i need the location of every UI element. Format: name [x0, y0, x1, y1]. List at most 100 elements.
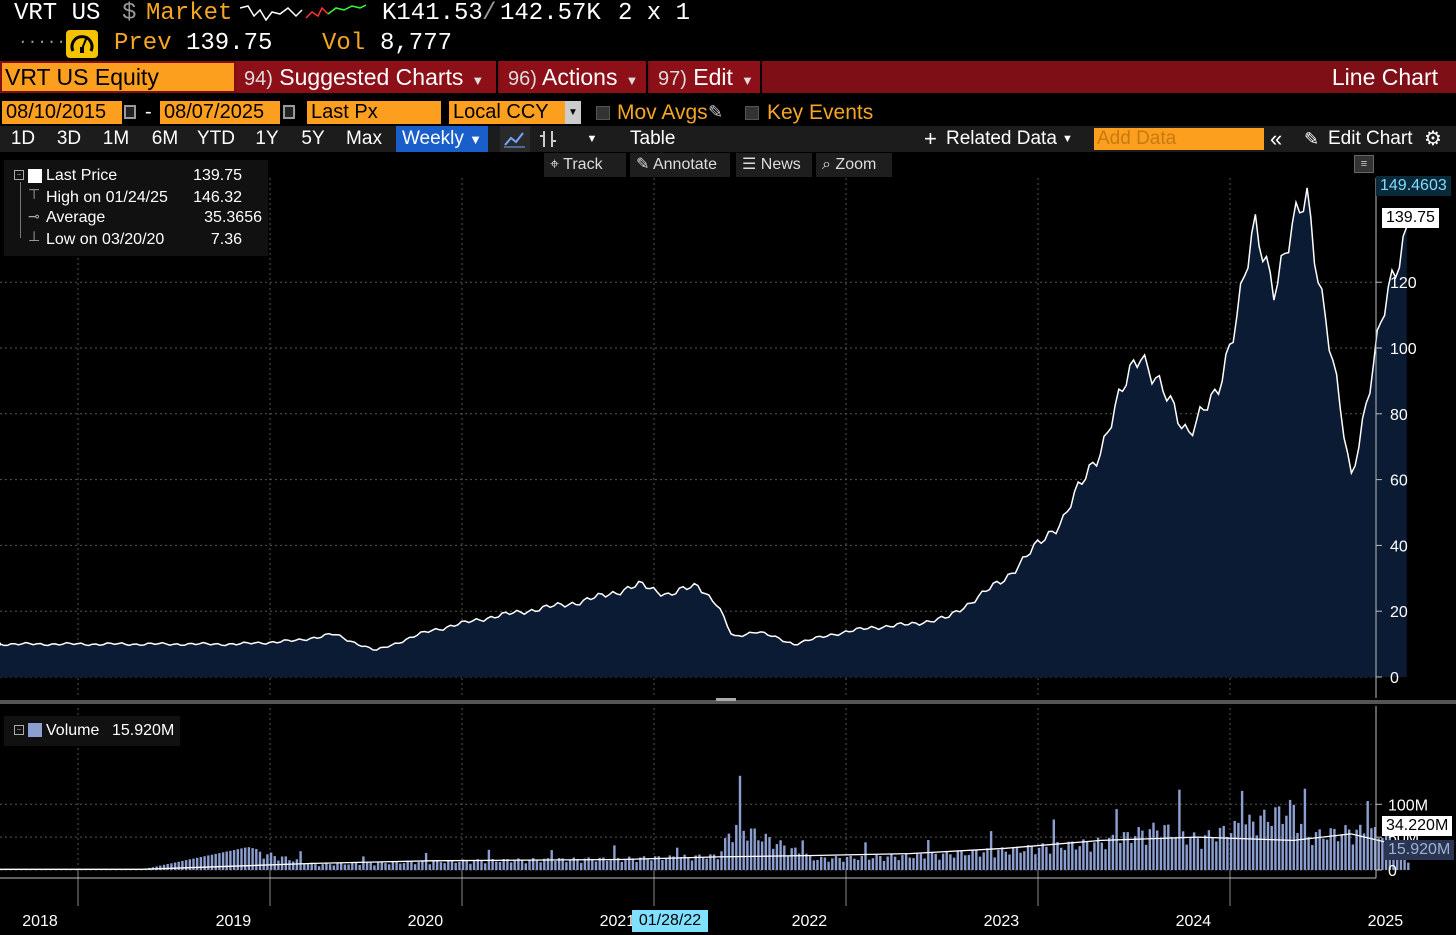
period-1d-button[interactable]: 1D — [10, 128, 36, 149]
volume-bar — [1096, 837, 1100, 870]
period-1m-button[interactable]: 1M — [102, 128, 130, 149]
volume-bar — [1178, 789, 1181, 870]
price-line — [0, 187, 1408, 651]
gear-icon[interactable]: ⚙ — [1424, 128, 1442, 150]
chevron-down-icon[interactable]: ▼ — [586, 133, 598, 145]
volume-bar — [177, 861, 180, 870]
volume-bar — [436, 860, 439, 870]
volume-label: Volume — [46, 722, 100, 739]
period-max-button[interactable]: Max — [346, 128, 382, 149]
volume-bar — [1119, 842, 1122, 870]
volume-bar — [1407, 862, 1410, 870]
last-price-badge: 139.75 — [1382, 208, 1439, 228]
legend-collapse-icon[interactable]: − — [14, 725, 24, 735]
actions-button[interactable]: 96) Actions ▼ — [500, 61, 648, 93]
calendar-icon[interactable] — [124, 105, 136, 119]
related-data-button[interactable]: Related Data — [946, 128, 1057, 149]
mov-avgs-label[interactable]: Mov Avgs — [617, 101, 708, 124]
frequency-dropdown[interactable]: Weekly ▼ — [396, 126, 488, 152]
currency-select[interactable]: Local CCY — [449, 101, 565, 124]
news-button[interactable]: ☰ News — [736, 153, 812, 177]
volume-bar — [332, 865, 335, 870]
volume-bar — [199, 857, 203, 870]
volume-bar — [292, 861, 295, 870]
volume-bar — [232, 850, 236, 870]
volume-bar — [1207, 830, 1211, 870]
end-date-field[interactable]: 08/07/2025 — [160, 101, 280, 124]
volume-bar — [1104, 849, 1107, 870]
volume-bar — [1100, 842, 1103, 870]
table-button[interactable]: Table — [630, 128, 676, 149]
volume-bar — [635, 862, 638, 870]
volume-bar — [720, 851, 723, 870]
volume-bar — [960, 850, 963, 870]
suggested-charts-button[interactable]: 94) Suggested Charts ▼ — [236, 61, 498, 93]
plus-icon[interactable]: + — [924, 126, 937, 151]
legend-collapse-icon[interactable]: − — [14, 170, 24, 180]
key-events-label[interactable]: Key Events — [767, 101, 874, 124]
gauge-icon[interactable] — [66, 30, 98, 58]
pencil-icon[interactable]: ✎ — [708, 102, 724, 122]
volume-bar — [1204, 835, 1207, 870]
volume-bar — [805, 853, 808, 870]
volume-bar — [576, 859, 579, 870]
volume-bar — [1074, 849, 1078, 870]
volume-bar — [1370, 828, 1373, 870]
volume-bar — [868, 859, 871, 870]
volume-bar — [565, 862, 568, 870]
volume-bar — [317, 866, 321, 870]
high-marker-icon: ⊤ — [28, 186, 41, 202]
chevron-down-icon: ▼ — [625, 73, 639, 88]
legend-low-value: 7.36 — [210, 231, 242, 248]
price-axis-tick-label: 20 — [1390, 604, 1408, 621]
key-events-checkbox[interactable] — [745, 106, 759, 120]
volume-bar — [336, 863, 339, 870]
line-chart-icon[interactable] — [500, 126, 530, 152]
annotate-button[interactable]: ✎ Annotate — [630, 153, 730, 177]
add-data-input[interactable]: Add Data — [1094, 128, 1264, 150]
price-legend: − Last Price 139.75 ⊤ High on 01/24/25 1… — [4, 160, 268, 256]
volume-bar — [532, 858, 535, 870]
period-1y-button[interactable]: 1Y — [255, 128, 279, 149]
volume-bar — [764, 833, 767, 870]
volume-bar — [1189, 837, 1192, 870]
legend-last-price-value: 139.75 — [193, 167, 242, 184]
volume-bar — [495, 861, 498, 870]
period-6m-button[interactable]: 6M — [151, 128, 179, 149]
edit-number: 97) — [658, 68, 687, 90]
volume-bar — [1048, 853, 1052, 870]
volume-bar — [1156, 830, 1159, 870]
pencil-icon[interactable]: ✎ — [1304, 129, 1320, 149]
candlestick-icon[interactable] — [536, 126, 560, 152]
volume-bar — [701, 858, 705, 870]
volume-bar — [159, 865, 162, 870]
volume-bar — [454, 862, 457, 870]
period-ytd-button[interactable]: YTD — [197, 128, 235, 149]
period-5y-button[interactable]: 5Y — [301, 128, 325, 149]
volume-bar — [354, 862, 358, 870]
period-3d-button[interactable]: 3D — [56, 128, 82, 149]
zoom-button[interactable]: ⌕ Zoom — [816, 153, 892, 177]
chevron-down-icon[interactable]: ▼ — [1062, 133, 1073, 145]
volume-bar — [517, 858, 520, 870]
calendar-icon[interactable] — [283, 105, 295, 119]
price-field-select[interactable]: Last Px — [307, 101, 441, 124]
edit-chart-button[interactable]: Edit Chart — [1328, 128, 1413, 149]
double-chevron-left-icon[interactable]: « — [1270, 126, 1283, 151]
volume-bar — [402, 863, 406, 870]
bid-ask-separator: / — [482, 0, 497, 27]
volume-bar — [724, 838, 727, 870]
mov-avgs-checkbox[interactable] — [596, 106, 610, 120]
chevron-down-icon[interactable]: ▼ — [565, 101, 581, 124]
volume-bar — [399, 863, 402, 870]
volume-bar — [882, 860, 886, 870]
volume-bar — [469, 863, 472, 870]
volume-bar — [860, 855, 863, 870]
volume-bar — [823, 857, 827, 870]
track-button[interactable]: ⌖ Track — [544, 153, 626, 177]
start-date-field[interactable]: 08/10/2015 — [2, 101, 122, 124]
security-field[interactable]: VRT US Equity — [2, 63, 234, 91]
collapse-panel-icon[interactable]: ≡ — [1354, 155, 1374, 173]
edit-button[interactable]: 97) Edit ▼ — [650, 61, 762, 93]
